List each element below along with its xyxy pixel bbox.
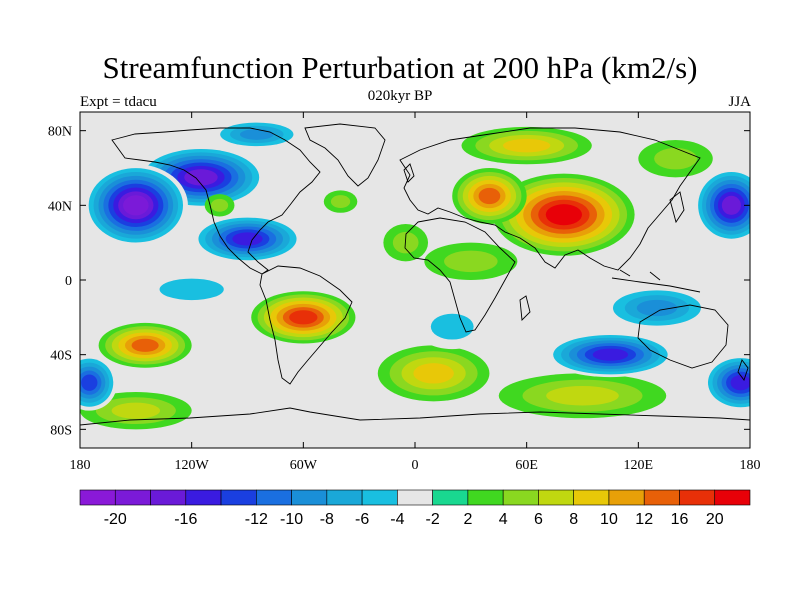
colorbar-label-14: 16 <box>671 511 689 528</box>
coastline-greenland <box>304 123 386 187</box>
field-contour-6-7 <box>721 195 741 215</box>
colorbar: -20 -16 -12 -10 -8 -6 -4 -2 2 4 6 8 10 12 16 20 <box>79 489 751 528</box>
y-tick-label-1: 40N <box>48 199 72 214</box>
coastline-africa <box>404 217 516 333</box>
field-contour-14-3 <box>413 363 454 384</box>
colorbar-label-2: -12 <box>245 511 268 528</box>
field-contour-23-1 <box>654 147 697 170</box>
map-title: Streamfunction Perturbation at 200 hPa (… <box>102 50 698 85</box>
colorbar-box-1 <box>114 489 151 506</box>
field-contour-17-6 <box>592 348 629 361</box>
season-label: JJA <box>728 94 751 110</box>
x-tick-label-6: 180 <box>740 458 761 473</box>
y-tick-label-4: 80S <box>50 423 72 438</box>
x-tick-label-0: 180 <box>70 458 91 473</box>
x-tick-label-5: 120E <box>624 458 654 473</box>
field-contour-10-1 <box>444 250 498 273</box>
coastline-south-america <box>259 265 353 385</box>
field-contour-1-8 <box>123 195 149 216</box>
field-contour-8-5 <box>478 187 501 205</box>
y-tick-label-3: 40S <box>50 349 72 364</box>
colorbar-label-5: -6 <box>355 511 369 528</box>
colorbar-box-17 <box>679 489 716 506</box>
colorbar-label-7: -2 <box>426 511 440 528</box>
colorbar-label-6: -4 <box>390 511 404 528</box>
experiment-label: Expt = tdacu <box>80 94 157 110</box>
field-contour-7-7 <box>545 204 583 226</box>
colorbar-label-15: 20 <box>706 511 724 528</box>
field-contour-21-1 <box>430 313 474 340</box>
coastline-japan <box>669 191 685 224</box>
colorbar-label-11: 8 <box>569 511 578 528</box>
colorbar-box-10 <box>432 489 469 506</box>
y-tick-label-0: 80N <box>48 125 72 140</box>
coastlines <box>80 123 750 426</box>
field-contour-22-1 <box>159 278 224 301</box>
x-tick-label-4: 60E <box>515 458 538 473</box>
colorbar-label-9: 4 <box>499 511 508 528</box>
streamfunction-field <box>80 119 750 430</box>
x-tick-label-3: 0 <box>412 458 419 473</box>
coastline-indonesia <box>611 269 701 293</box>
colorbar-box-2 <box>150 489 187 506</box>
colorbar-label-13: 12 <box>635 511 653 528</box>
x-tick-label-1: 120W <box>175 458 210 473</box>
colorbar-box-0 <box>79 489 116 506</box>
colorbar-label-12: 10 <box>600 511 618 528</box>
colorbar-box-11 <box>467 489 504 506</box>
colorbar-label-1: -16 <box>174 511 197 528</box>
field-contour-12-6 <box>289 310 318 325</box>
colorbar-box-5 <box>256 489 292 506</box>
field-contour-9-3 <box>503 138 551 153</box>
colorbar-box-13 <box>538 489 574 506</box>
x-tick-label-2: 60W <box>290 458 318 473</box>
colorbar-box-18 <box>714 489 751 506</box>
field-contour-18-6 <box>730 375 750 391</box>
field-contour-0-7 <box>184 169 218 186</box>
colorbar-box-15 <box>608 489 645 506</box>
colorbar-box-14 <box>573 489 610 506</box>
field-contour-19-5 <box>81 374 98 391</box>
colorbar-box-8 <box>361 489 398 506</box>
field-contour-5-1 <box>330 195 351 209</box>
colorbar-box-12 <box>502 489 539 506</box>
colorbar-box-3 <box>185 489 222 506</box>
colorbar-label-3: -10 <box>280 511 303 528</box>
colorbar-label-8: 2 <box>463 511 472 528</box>
colorbar-label-10: 6 <box>534 511 543 528</box>
colorbar-box-9 <box>397 489 433 506</box>
y-tick-label-2: 0 <box>65 274 72 289</box>
map-subtitle: 020kyr BP <box>367 88 433 104</box>
coastline-antarctica <box>80 407 750 426</box>
field-contour-20-3 <box>636 299 678 317</box>
coastline-new-zealand <box>737 359 749 381</box>
field-contour-15-2 <box>546 386 619 406</box>
field-contour-13-5 <box>131 338 159 352</box>
field-contour-3-3 <box>239 128 274 140</box>
colorbar-box-6 <box>291 489 328 506</box>
map-axes: 180 120W 60W 0 60E 120E 180 80N 40N 0 40S 80S <box>48 112 761 473</box>
colorbar-box-7 <box>326 489 363 506</box>
coastline-australia <box>637 304 729 369</box>
field-contour-16-2 <box>111 402 161 419</box>
colorbar-box-16 <box>643 489 680 506</box>
field-contour-2-6 <box>232 232 263 246</box>
coastline-north-america <box>111 127 321 275</box>
field-contour-4-1 <box>211 198 229 212</box>
coastline-eurasia <box>399 127 701 271</box>
colorbar-label-4: -8 <box>320 511 334 528</box>
colorbar-box-4 <box>220 489 257 506</box>
coastline-madagascar <box>519 295 531 321</box>
coastline-uk <box>403 163 415 183</box>
colorbar-label-0: -20 <box>104 511 127 528</box>
